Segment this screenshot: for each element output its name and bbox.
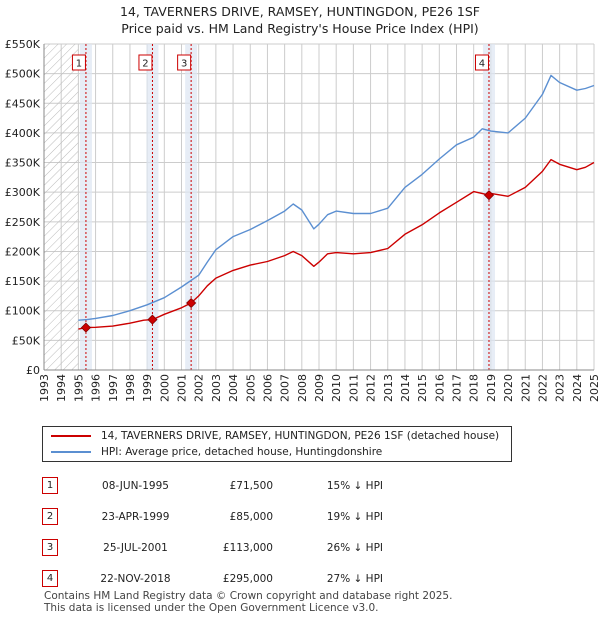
sale-point-marker [147, 314, 158, 325]
x-tick-label: 2024 [571, 374, 584, 402]
footer-note: Contains HM Land Registry data © Crown c… [44, 590, 452, 614]
legend: 14, TAVERNERS DRIVE, RAMSEY, HUNTINGDON,… [42, 426, 512, 462]
x-tick-label: 2006 [261, 374, 274, 402]
sale-point-marker [80, 322, 92, 333]
x-tick-label: 2020 [502, 374, 515, 402]
sale-number-badge: 4 [42, 570, 58, 587]
y-tick-label: £400K [5, 127, 41, 140]
sale-hpi-diff: 15% ↓ HPI [326, 479, 383, 492]
x-tick-label: 2000 [158, 374, 171, 402]
x-tick-label: 1995 [72, 374, 85, 402]
y-tick-label: £350K [5, 157, 41, 170]
x-tick-label: 2023 [554, 374, 567, 402]
legend-item-hpi: HPI: Average price, detached house, Hunt… [51, 444, 382, 460]
chart-title-line2: Price paid vs. HM Land Registry's House … [121, 21, 479, 36]
x-tick-label: 2004 [227, 374, 240, 402]
x-tick-label: 2019 [485, 374, 498, 402]
y-tick-label: £0 [26, 364, 40, 377]
legend-label-hpi: HPI: Average price, detached house, Hunt… [101, 446, 383, 458]
y-tick-label: £100K [5, 305, 41, 318]
x-tick-label: 1993 [38, 374, 51, 402]
x-tick-label: 2012 [365, 374, 378, 402]
sale-number-label: 2 [142, 59, 148, 70]
table-row: 3 25-JUL-2001 £113,000 26% ↓ HPI [38, 532, 383, 563]
sale-price: £85,000 [229, 510, 273, 523]
legend-label-property: 14, TAVERNERS DRIVE, RAMSEY, HUNTINGDON,… [101, 430, 500, 442]
sale-band [79, 44, 92, 370]
x-tick-label: 2007 [279, 374, 292, 402]
x-tick-label: 2001 [176, 374, 189, 402]
x-tick-label: 2009 [313, 374, 326, 402]
x-tick-label: 2003 [210, 374, 223, 402]
x-tick-label: 2011 [347, 374, 360, 402]
sale-number-box [71, 54, 86, 71]
sale-number-box [474, 54, 489, 71]
sale-number-label: 4 [479, 59, 485, 70]
chart-title-line1: 14, TAVERNERS DRIVE, RAMSEY, HUNTINGDON,… [120, 4, 480, 19]
sale-hpi-diff: 26% ↓ HPI [326, 541, 383, 554]
sale-number-box [138, 54, 153, 71]
property-price-line [78, 158, 595, 330]
x-tick-label: 1998 [124, 374, 137, 402]
x-tick-label: 2018 [468, 374, 481, 402]
x-tick-label: 2002 [193, 374, 206, 402]
no-data-hatch [44, 44, 79, 370]
x-tick-label: 2022 [536, 374, 549, 402]
sale-hpi-diff: 19% ↓ HPI [326, 510, 383, 523]
x-tick-label: 1999 [141, 374, 154, 402]
y-tick-label: £200K [5, 245, 41, 258]
hpi-line [78, 74, 595, 321]
y-tick-label: £500K [5, 68, 41, 81]
sale-number-box [177, 54, 192, 71]
price-chart: 1 2 3 4 £0 £50K £100K £150K £200K £250K £300K £350… [5, 38, 600, 402]
sales-table: 1 08-JUN-1995 £71,500 15% ↓ HPI 2 23-APR… [38, 470, 383, 594]
x-tick-label: 2016 [433, 374, 446, 402]
sale-date: 25-JUL-2001 [103, 541, 168, 554]
sale-price: £295,000 [222, 572, 273, 585]
sale-point-marker [483, 190, 495, 201]
table-row: 4 22-NOV-2018 £295,000 27% ↓ HPI [38, 563, 383, 594]
footer-line1: Contains HM Land Registry data © Crown c… [44, 590, 453, 602]
y-tick-label: £550K [5, 38, 41, 51]
x-tick-label: 1997 [107, 374, 120, 402]
table-row: 2 23-APR-1999 £85,000 19% ↓ HPI [38, 501, 383, 532]
y-tick-label: £50K [12, 334, 41, 347]
x-tick-label: 2021 [519, 374, 532, 402]
y-tick-label: £450K [5, 97, 41, 110]
table-row: 1 08-JUN-1995 £71,500 15% ↓ HPI [38, 470, 383, 501]
x-tick-label: 1994 [55, 374, 68, 402]
y-tick-label: £150K [5, 275, 41, 288]
x-tick-label: 2008 [296, 374, 309, 402]
legend-swatch-property [51, 435, 91, 437]
footer-line2: This data is licensed under the Open Gov… [44, 602, 379, 614]
sale-number-label: 3 [181, 59, 187, 70]
x-tick-label: 2010 [330, 374, 343, 402]
legend-item-property: 14, TAVERNERS DRIVE, RAMSEY, HUNTINGDON,… [51, 428, 499, 444]
sale-band [482, 44, 495, 370]
x-tick-label: 2025 [588, 374, 600, 402]
sale-hpi-diff: 27% ↓ HPI [326, 572, 383, 585]
x-tick-label: 2014 [399, 374, 412, 402]
x-tick-label: 2005 [244, 374, 257, 402]
x-tick-label: 2017 [451, 374, 464, 402]
y-tick-label: £250K [5, 216, 41, 229]
sale-price: £113,000 [222, 541, 273, 554]
sale-band [146, 44, 159, 370]
sale-number-badge: 2 [42, 508, 58, 525]
sale-price: £71,500 [229, 479, 273, 492]
x-tick-label: 1996 [90, 374, 103, 402]
sale-date: 08-JUN-1995 [102, 479, 169, 492]
sale-number-badge: 3 [42, 539, 58, 556]
x-tick-label: 2013 [382, 374, 395, 402]
sale-date: 23-APR-1999 [101, 510, 170, 523]
y-tick-label: £300K [5, 186, 41, 199]
sale-number-label: 1 [76, 59, 82, 70]
sale-band [185, 44, 198, 370]
sale-point-marker [186, 297, 197, 309]
sale-number-badge: 1 [42, 477, 58, 494]
sale-date: 22-NOV-2018 [100, 572, 171, 585]
x-tick-label: 2015 [416, 374, 429, 402]
legend-swatch-hpi [51, 451, 91, 453]
